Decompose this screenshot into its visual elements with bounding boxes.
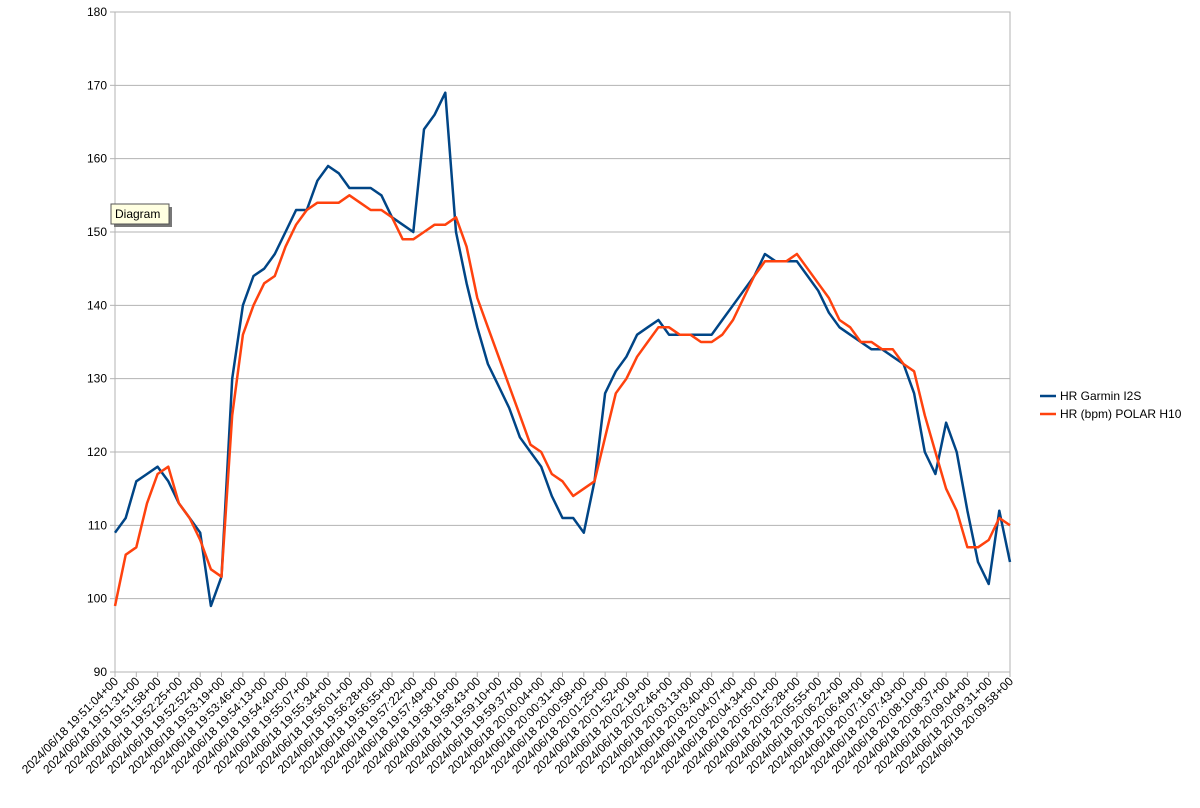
tooltip-box — [110, 203, 170, 225]
series-line — [113, 194, 1011, 607]
y-tick-label: 180 — [87, 5, 107, 19]
y-tick-label: 150 — [87, 225, 107, 239]
y-tick-label: 140 — [87, 298, 107, 312]
legend-label: HR Garmin I2S — [1060, 389, 1141, 403]
y-tick-label: 130 — [87, 372, 107, 386]
legend-label: HR (bpm) POLAR H10 — [1060, 407, 1182, 421]
y-tick-label: 100 — [87, 592, 107, 606]
y-tick-label: 160 — [87, 152, 107, 166]
y-tick-label: 170 — [87, 78, 107, 92]
y-tick-label: 120 — [87, 445, 107, 459]
y-tick-label: 110 — [88, 518, 107, 532]
y-tick-label: 90 — [94, 665, 108, 679]
tooltip-text: Diagram — [115, 207, 160, 221]
